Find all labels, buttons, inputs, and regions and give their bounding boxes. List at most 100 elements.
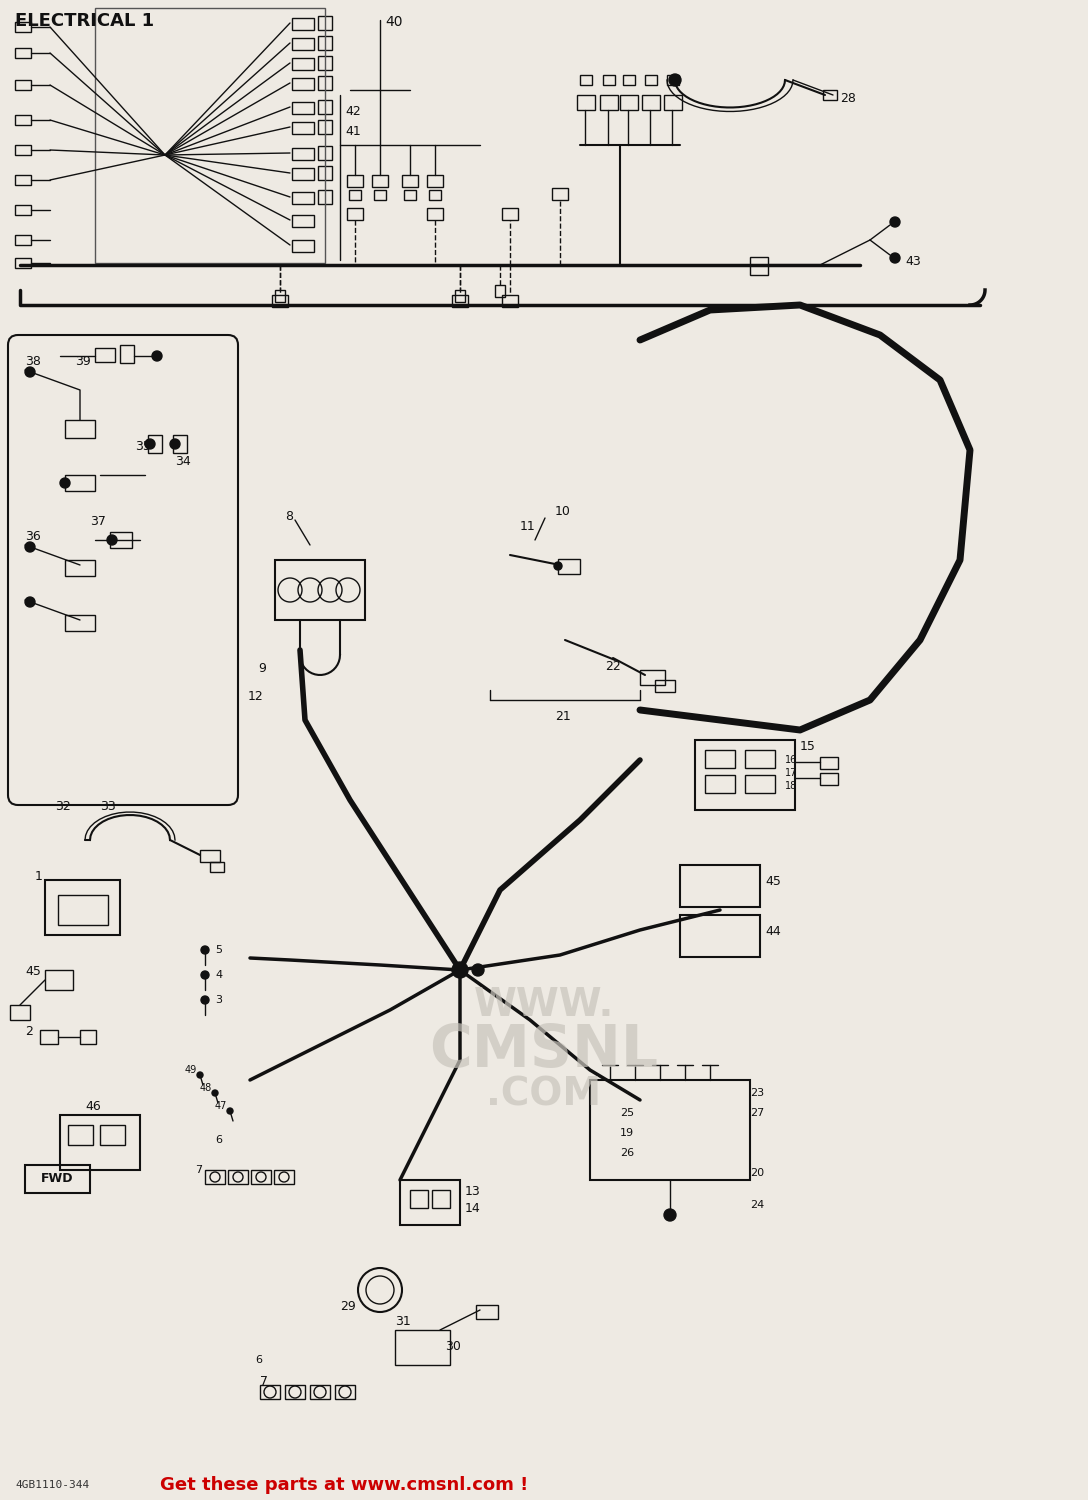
Bar — [65, 420, 95, 438]
Bar — [599, 94, 618, 110]
Text: 1: 1 — [35, 870, 42, 883]
Bar — [318, 146, 332, 160]
Text: 48: 48 — [200, 1083, 212, 1094]
Bar — [318, 56, 332, 70]
Text: 3: 3 — [215, 994, 222, 1005]
Text: 49: 49 — [185, 1065, 197, 1076]
Text: 41: 41 — [345, 124, 361, 138]
Bar — [120, 345, 134, 363]
Bar — [67, 1125, 92, 1144]
Circle shape — [472, 964, 484, 976]
Bar — [745, 776, 775, 794]
Text: 7: 7 — [260, 1376, 268, 1388]
Circle shape — [201, 970, 209, 980]
Text: 32: 32 — [55, 800, 71, 813]
Bar — [274, 1170, 294, 1184]
Bar — [680, 865, 761, 907]
Text: ELECTRICAL 1: ELECTRICAL 1 — [15, 12, 154, 30]
Text: 22: 22 — [605, 660, 621, 674]
Bar — [15, 176, 30, 184]
Bar — [310, 1384, 330, 1400]
Bar — [15, 80, 30, 90]
Bar — [65, 476, 95, 490]
Bar — [318, 100, 332, 114]
Bar — [228, 1170, 248, 1184]
Circle shape — [170, 440, 180, 448]
Bar — [667, 75, 679, 86]
Text: 13: 13 — [465, 1185, 481, 1198]
Bar — [318, 36, 332, 50]
Bar — [318, 190, 332, 204]
Bar — [260, 1384, 280, 1400]
Bar — [745, 750, 775, 768]
Bar — [335, 1384, 355, 1400]
Text: 19: 19 — [620, 1128, 634, 1138]
Circle shape — [25, 368, 35, 376]
Text: 11: 11 — [520, 520, 535, 532]
Text: 21: 21 — [555, 710, 571, 723]
Circle shape — [201, 946, 209, 954]
Text: .COM: .COM — [486, 1076, 602, 1114]
Text: WWW.: WWW. — [473, 986, 615, 1024]
Bar — [292, 122, 314, 134]
Circle shape — [664, 1209, 676, 1221]
Text: 18: 18 — [786, 782, 798, 790]
Text: 45: 45 — [765, 874, 781, 888]
Text: 20: 20 — [750, 1168, 764, 1178]
Bar — [823, 90, 837, 101]
Bar — [452, 296, 468, 307]
Text: 33: 33 — [100, 800, 115, 813]
Text: 36: 36 — [25, 530, 40, 543]
Bar — [680, 915, 761, 957]
Text: 15: 15 — [800, 740, 816, 753]
Circle shape — [145, 440, 154, 448]
Bar — [65, 615, 95, 632]
Bar — [81, 1030, 96, 1044]
Bar — [410, 1190, 428, 1208]
Circle shape — [197, 1072, 203, 1078]
Bar — [210, 862, 224, 871]
Text: 14: 14 — [465, 1202, 481, 1215]
Bar — [577, 94, 595, 110]
Bar — [426, 209, 443, 220]
Text: 27: 27 — [750, 1108, 764, 1118]
Bar — [292, 18, 314, 30]
Bar — [110, 532, 132, 548]
Circle shape — [25, 542, 35, 552]
Text: 8: 8 — [285, 510, 293, 524]
Bar — [15, 146, 30, 154]
Bar — [272, 296, 288, 307]
Bar — [292, 192, 314, 204]
Text: 26: 26 — [620, 1148, 634, 1158]
Bar — [292, 102, 314, 114]
Bar — [426, 176, 443, 188]
Bar — [404, 190, 416, 200]
Text: 31: 31 — [395, 1316, 411, 1328]
Bar — [349, 190, 361, 200]
Text: 6: 6 — [255, 1354, 262, 1365]
Bar — [318, 120, 332, 134]
Bar — [705, 776, 735, 794]
Circle shape — [25, 597, 35, 608]
Bar — [318, 76, 332, 90]
Circle shape — [227, 1108, 233, 1114]
Bar — [95, 8, 325, 262]
Circle shape — [212, 1090, 218, 1096]
Circle shape — [201, 996, 209, 1004]
Bar — [292, 148, 314, 160]
Circle shape — [554, 562, 562, 570]
Bar — [58, 896, 108, 926]
Bar — [100, 1125, 125, 1144]
Bar — [275, 290, 285, 302]
Bar — [45, 880, 120, 934]
Bar — [25, 1166, 90, 1192]
Bar — [590, 1080, 750, 1180]
Bar — [40, 1030, 58, 1044]
Bar — [664, 94, 682, 110]
Text: CMSNL: CMSNL — [430, 1022, 658, 1078]
Bar — [205, 1170, 225, 1184]
Bar — [558, 560, 580, 574]
Bar — [502, 209, 518, 220]
Text: 28: 28 — [840, 92, 856, 105]
Bar — [623, 75, 635, 86]
